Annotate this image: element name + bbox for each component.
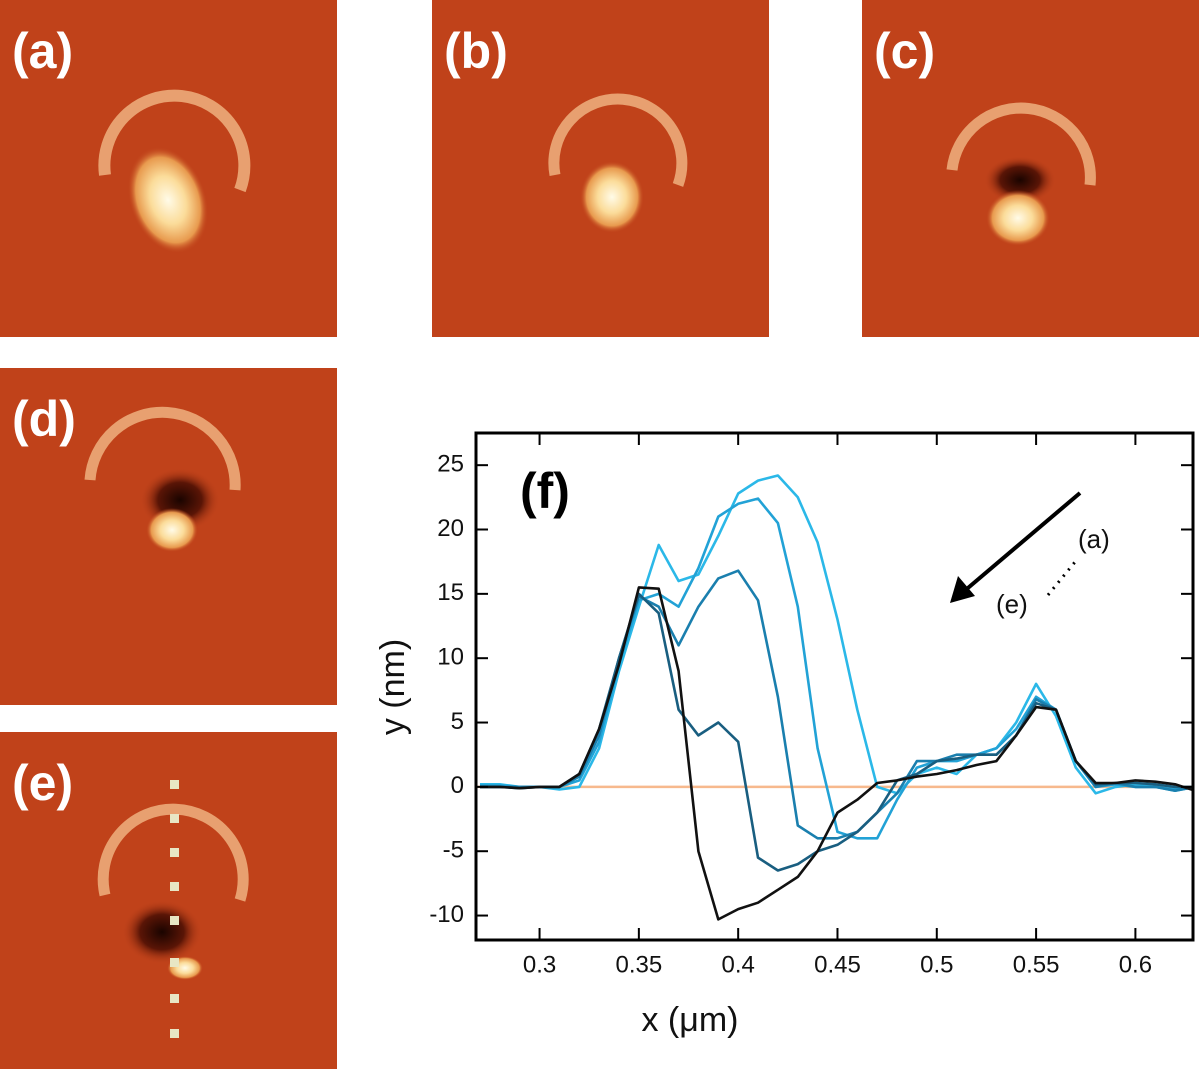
y-tick-label: 10 bbox=[437, 644, 464, 671]
y-tick-label: 15 bbox=[437, 579, 464, 606]
plot-content bbox=[476, 474, 1193, 921]
panel-label: (a) bbox=[12, 23, 73, 79]
y-axis-label: y (nm) bbox=[374, 639, 412, 735]
panel-c: (c) bbox=[862, 0, 1199, 337]
y-tick-label: 20 bbox=[437, 515, 464, 542]
x-tick-label: 0.3 bbox=[523, 951, 556, 978]
data-line bbox=[480, 586, 1193, 921]
arrow-head bbox=[950, 576, 975, 603]
panel-label: (b) bbox=[444, 23, 508, 79]
y-tick-label: 25 bbox=[437, 451, 464, 478]
axes-frame bbox=[474, 431, 1195, 942]
panel-e: (e) bbox=[0, 732, 337, 1069]
x-tick-label: 0.45 bbox=[814, 951, 861, 978]
panel-label: (d) bbox=[12, 391, 76, 447]
y-tick-label: 5 bbox=[451, 708, 464, 735]
panel-label: (c) bbox=[874, 23, 935, 79]
annotation: (a) bbox=[1078, 524, 1110, 554]
x-tick-label: 0.6 bbox=[1119, 951, 1152, 978]
x-tick-label: 0.55 bbox=[1013, 951, 1060, 978]
annotation: (e) bbox=[996, 589, 1028, 619]
y-tick-label: -5 bbox=[443, 837, 464, 864]
panel-a: (a) bbox=[0, 0, 337, 337]
y-tick-label: 0 bbox=[451, 772, 464, 799]
panel-d: (d) bbox=[0, 368, 337, 705]
legend-arrow bbox=[960, 491, 1082, 595]
line-chart: (f) x (μm) y (nm) (a) (e) 0.3 0.35 0.4 0.45… bbox=[374, 431, 1195, 1039]
data-line bbox=[480, 474, 1193, 795]
x-tick-label: 0.4 bbox=[721, 951, 754, 978]
x-axis-label: x (μm) bbox=[641, 1001, 738, 1039]
panel-b: (b) bbox=[432, 0, 769, 337]
y-tick-label: -10 bbox=[429, 901, 464, 928]
x-tick-label: 0.5 bbox=[920, 951, 953, 978]
chart-panel-label: (f) bbox=[520, 463, 570, 519]
x-tick-label: 0.35 bbox=[616, 951, 663, 978]
plot-area bbox=[476, 433, 1193, 940]
panel-label: (e) bbox=[12, 755, 73, 811]
